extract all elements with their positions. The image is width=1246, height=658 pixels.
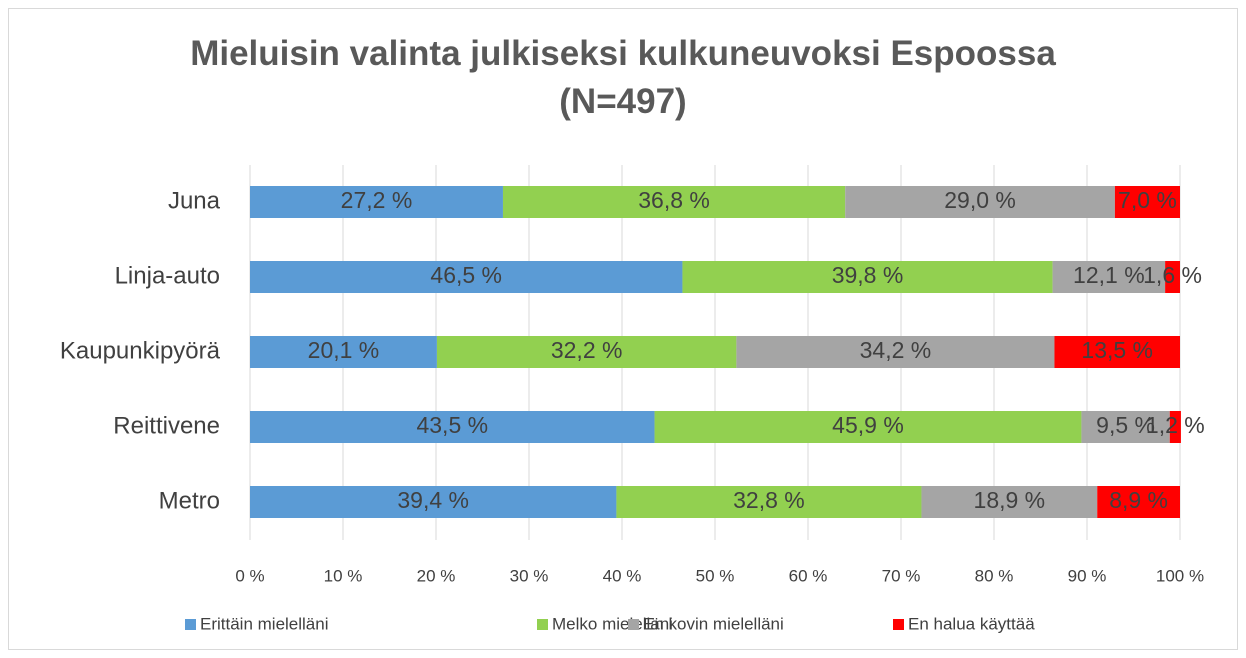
x-tick-label: 50 % (696, 566, 735, 585)
bar-segment (921, 486, 1098, 518)
data-label: 39,8 % (832, 262, 904, 288)
bar-segment (250, 261, 683, 293)
bar-segment (682, 261, 1053, 293)
data-label: 36,8 % (638, 187, 710, 213)
data-label: 27,2 % (341, 187, 413, 213)
data-label: 39,4 % (397, 487, 469, 513)
x-tick-label: 30 % (510, 566, 549, 585)
legend-label: Erittäin mielelläni (200, 614, 329, 633)
legend-swatch (628, 619, 639, 630)
data-label: 13,5 % (1081, 337, 1153, 363)
chart-border (8, 8, 1238, 650)
data-label: 7,0 % (1118, 187, 1177, 213)
data-label: 45,9 % (832, 412, 904, 438)
bar-segment (616, 486, 922, 518)
bar-segment (736, 336, 1055, 368)
data-label: 32,8 % (733, 487, 805, 513)
x-tick-label: 20 % (417, 566, 456, 585)
data-label: 1,6 % (1143, 262, 1202, 288)
bar-segment (1114, 186, 1180, 218)
bar-segment (654, 411, 1082, 443)
data-label: 32,2 % (551, 337, 623, 363)
bar-segment (250, 486, 617, 518)
bar-segment (1052, 261, 1166, 293)
bar-segment (1081, 411, 1170, 443)
data-label: 43,5 % (416, 412, 488, 438)
y-tick-label: Kaupunkipyörä (60, 337, 221, 364)
legend-label: Melko mielelläni (552, 614, 673, 633)
x-tick-label: 70 % (882, 566, 921, 585)
data-label: 20,1 % (308, 337, 380, 363)
bar-segment (1054, 336, 1180, 368)
data-label: 46,5 % (430, 262, 502, 288)
x-tick-label: 90 % (1068, 566, 1107, 585)
bar-segment (502, 186, 846, 218)
legend-label: En halua käyttää (908, 614, 1035, 633)
bar-segment (436, 336, 737, 368)
y-tick-label: Juna (168, 187, 221, 214)
x-tick-label: 0 % (235, 566, 264, 585)
bar-segment (250, 186, 503, 218)
legend-label: En kovin mielelläni (643, 614, 784, 633)
bar-segment (1165, 261, 1180, 293)
data-label: 1,2 % (1146, 412, 1205, 438)
chart-title: Mieluisin valinta julkiseksi kulkuneuvok… (190, 34, 1056, 121)
y-tick-label: Reittivene (113, 412, 220, 439)
bar-segment (1169, 411, 1181, 443)
data-label: 34,2 % (860, 337, 932, 363)
y-tick-label: Metro (159, 487, 220, 514)
y-tick-label: Linja-auto (115, 262, 220, 289)
legend-swatch (537, 619, 548, 630)
data-label: 9,5 % (1096, 412, 1155, 438)
bar-segment (845, 186, 1115, 218)
bar-segment (1097, 486, 1180, 518)
data-label: 18,9 % (974, 487, 1046, 513)
x-tick-label: 60 % (789, 566, 828, 585)
legend-swatch (893, 619, 904, 630)
x-tick-label: 80 % (975, 566, 1014, 585)
data-label: 12,1 % (1073, 262, 1145, 288)
x-tick-label: 10 % (324, 566, 363, 585)
data-label: 29,0 % (944, 187, 1016, 213)
bar-segment (250, 411, 655, 443)
x-tick-label: 100 % (1156, 566, 1204, 585)
legend-swatch (185, 619, 196, 630)
bar-segment (250, 336, 437, 368)
data-label: 8,9 % (1109, 487, 1168, 513)
x-tick-label: 40 % (603, 566, 642, 585)
